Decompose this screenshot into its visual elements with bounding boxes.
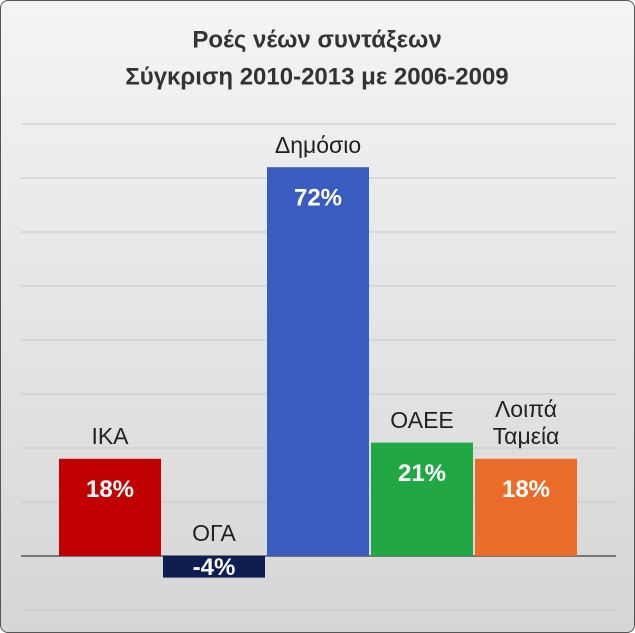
bar	[267, 167, 369, 556]
data-label: 21%	[398, 460, 446, 487]
bar	[163, 556, 265, 578]
x-tick-label-box: ΟΑΕΕ	[390, 407, 454, 433]
x-tick-label-box: Λοιπά Ταμεία	[492, 395, 560, 450]
bar	[59, 458, 161, 556]
x-tick-label: ΙΚΑ	[91, 423, 129, 450]
x-tick-label: Λοιπά Ταμεία	[492, 395, 560, 450]
data-label: 18%	[86, 476, 134, 503]
bar	[371, 442, 473, 556]
chart-title: Ροές νέων συντάξεων	[192, 26, 441, 53]
x-tick-label: ΟΑΕΕ	[390, 407, 454, 433]
x-tick-label-box: Δημόσιο	[274, 131, 362, 158]
x-tick-label: Δημόσιο	[274, 131, 362, 158]
bar	[475, 458, 577, 556]
chart-subtitle: Σύγκριση 2010-2013 με 2006-2009	[125, 63, 508, 90]
data-label: 72%	[294, 185, 342, 212]
data-label: 18%	[502, 476, 550, 503]
data-label: -4%	[193, 554, 236, 581]
x-tick-label-box: ΙΚΑ	[91, 423, 129, 450]
x-tick-label: ΟΓΑ	[192, 520, 236, 547]
x-tick-label-box: ΟΓΑ	[192, 520, 236, 547]
